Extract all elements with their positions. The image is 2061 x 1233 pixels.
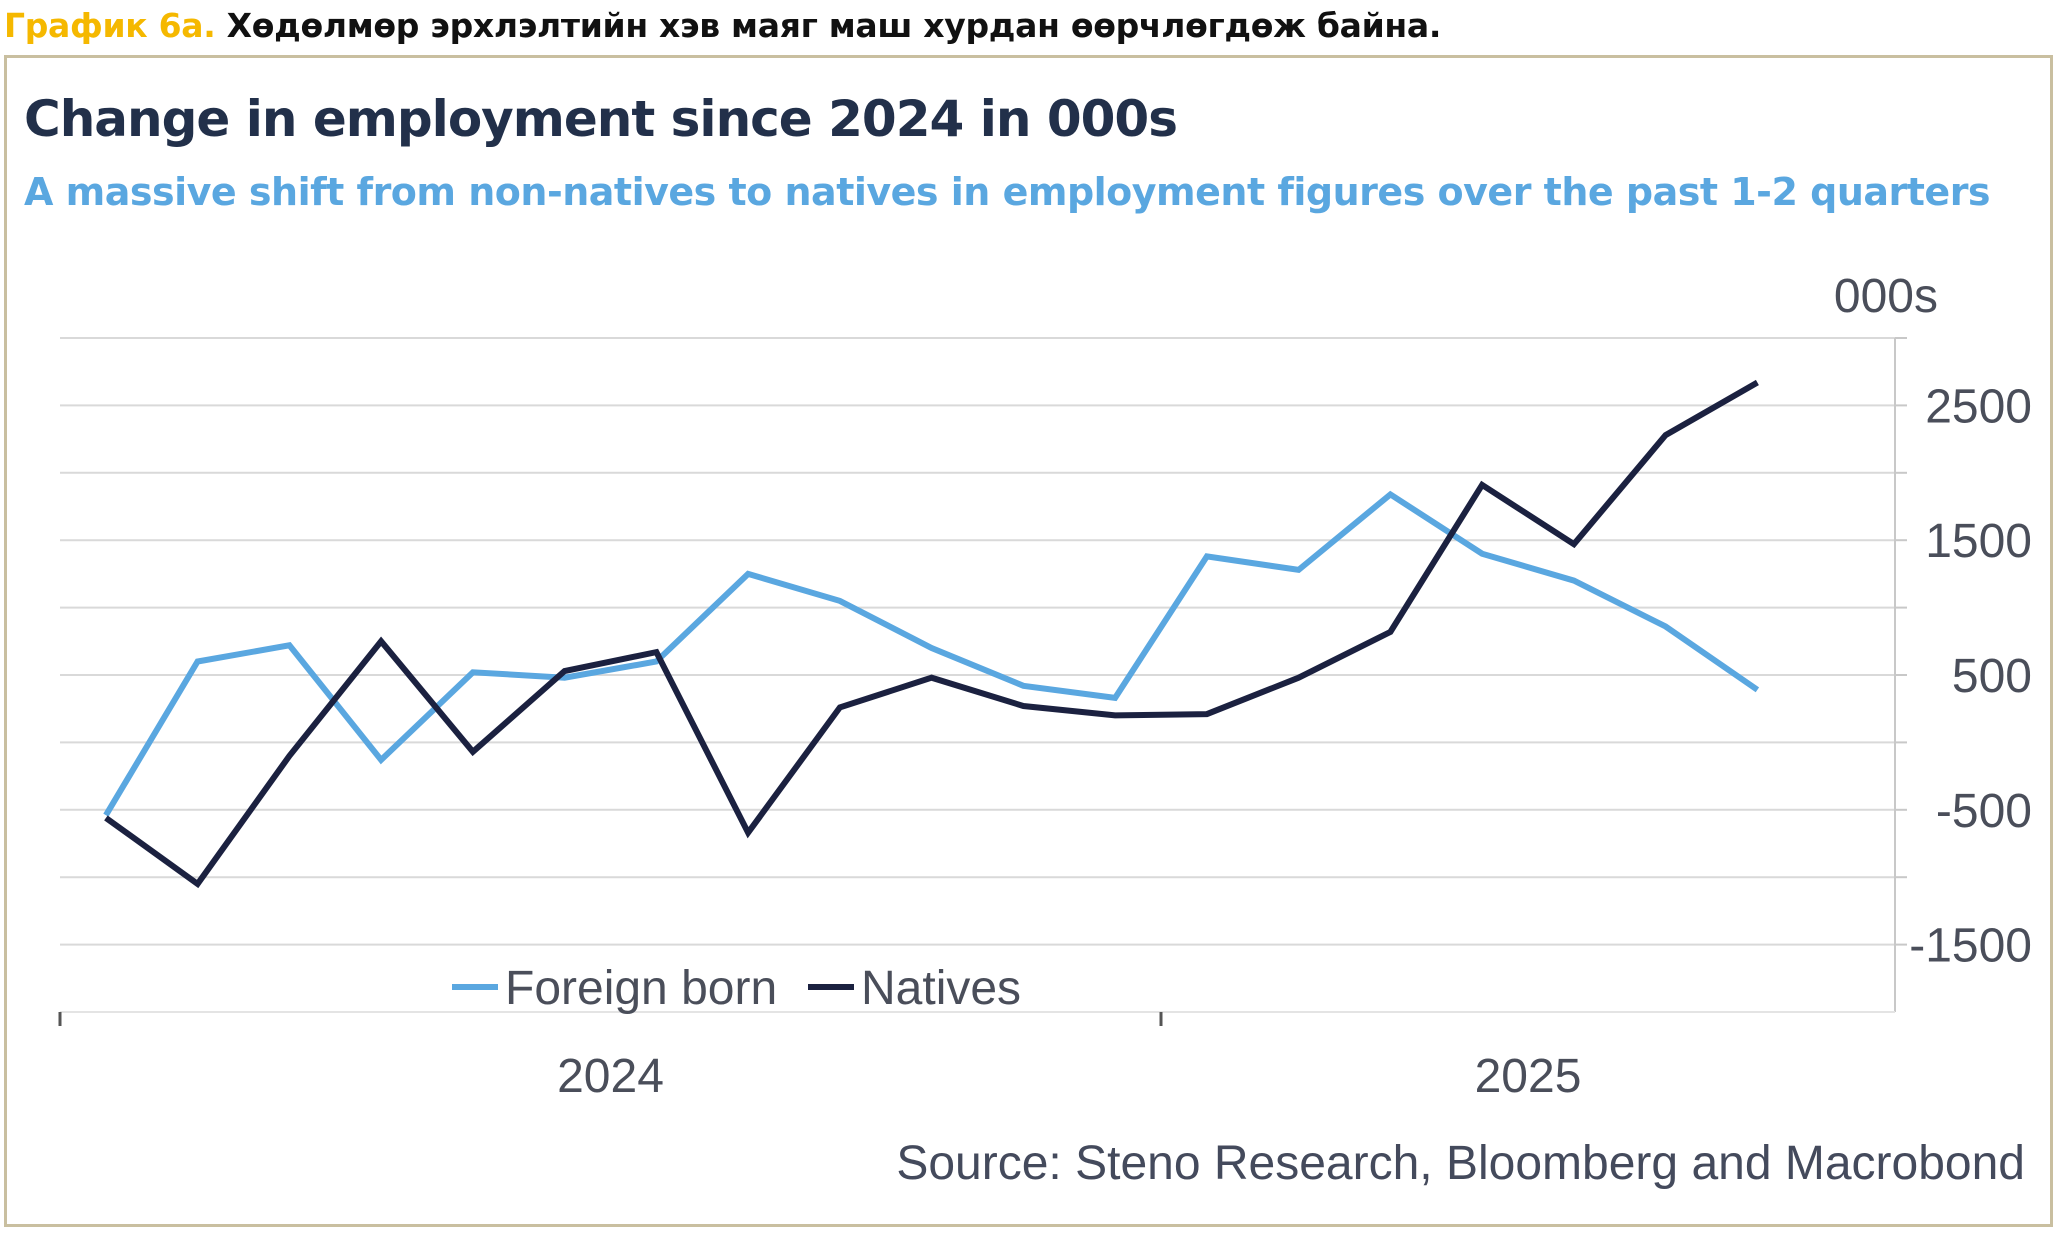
x-tick-label: 2024 — [557, 1050, 664, 1103]
y-tick-label: 500 — [1952, 650, 2032, 703]
axes — [60, 338, 1896, 1013]
legend-label-natives: Natives — [861, 962, 1021, 1015]
source-note: Source: Steno Research, Bloomberg and Ma… — [896, 1137, 2025, 1190]
series-line-foreign-born — [103, 490, 1760, 817]
chart-frame — [4, 55, 2053, 1227]
legend-label-foreign-born: Foreign born — [505, 962, 777, 1015]
x-tick-labels: 2024 2025 — [58, 1012, 1582, 1103]
legend: Foreign born Natives — [452, 962, 1021, 1015]
series — [103, 379, 1760, 889]
figure-caption-label: График 6а. — [4, 6, 216, 45]
figure-caption: График 6а. Хөдөлмөр эрхлэлтийн хэв маяг … — [4, 4, 1441, 48]
y-unit-label: 000s — [1834, 270, 1938, 323]
y-tick-label: 2500 — [1925, 380, 2032, 433]
figure-caption-text: Хөдөлмөр эрхлэлтийн хэв маяг маш хурдан … — [226, 6, 1442, 45]
series-line-natives — [104, 379, 1759, 889]
y-tick-label: -1500 — [1909, 920, 2032, 973]
chart-title: Change in employment since 2024 in 000s — [24, 90, 1178, 148]
y-tick-label: 1500 — [1925, 515, 2032, 568]
gridlines — [60, 337, 1907, 946]
chart-subtitle: A massive shift from non-natives to nati… — [24, 170, 1991, 214]
y-tick-labels: 2500 1500 500 -500 -1500 — [1909, 380, 2032, 972]
y-tick-label: -500 — [1936, 785, 2032, 838]
x-tick-label: 2025 — [1475, 1050, 1582, 1103]
